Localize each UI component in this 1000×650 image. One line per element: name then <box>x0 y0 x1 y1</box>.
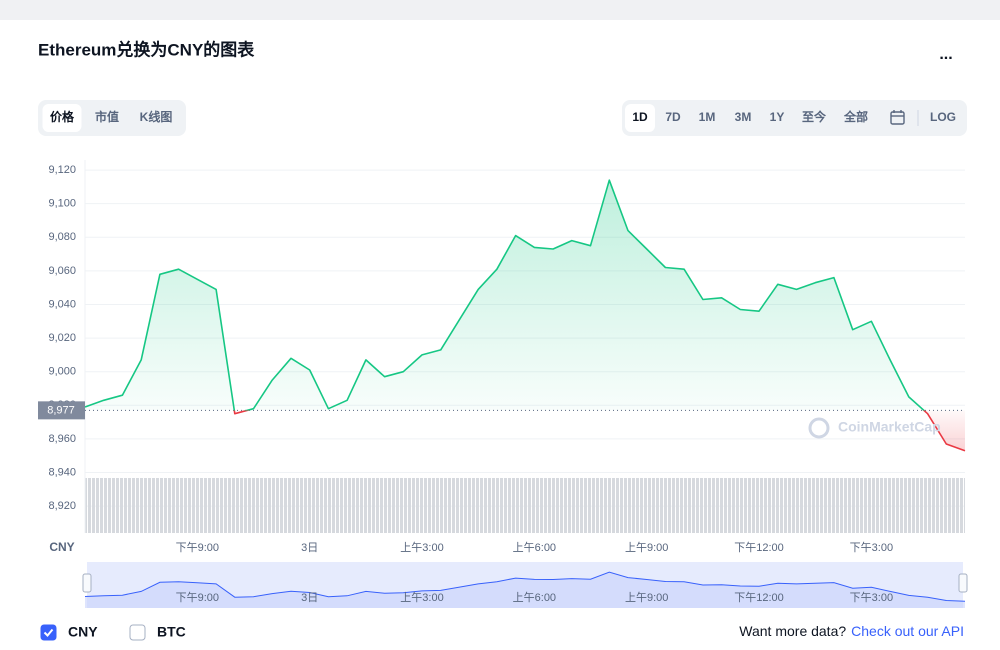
checkbox-label: CNY <box>68 624 98 640</box>
tab[interactable]: 价格 <box>50 109 75 124</box>
price-area <box>85 180 965 451</box>
checkbox-label: BTC <box>157 624 186 640</box>
volume-bars <box>85 478 965 533</box>
navigator-handle[interactable] <box>82 573 92 593</box>
tab-active-bg <box>42 104 82 132</box>
range-button[interactable]: 全部 <box>843 109 868 124</box>
y-tick-label: 9,100 <box>48 198 76 210</box>
checkbox[interactable] <box>129 624 146 641</box>
navigator-label: 3日 <box>301 592 318 604</box>
top-band <box>0 0 1000 20</box>
x-tick-label: 上午3:00 <box>400 541 443 554</box>
x-tick-label: 上午9:00 <box>625 541 668 554</box>
navigator-label: 下午3:00 <box>850 591 893 604</box>
range-button[interactable]: 7D <box>665 110 681 124</box>
range-button[interactable]: 至今 <box>802 109 827 124</box>
navigator-label: 上午3:00 <box>400 591 443 604</box>
x-tick-label: 下午9:00 <box>176 541 219 554</box>
x-tick-label: 下午3:00 <box>850 541 893 554</box>
y-tick-label: 9,020 <box>48 332 76 344</box>
y-axis-label: CNY <box>49 540 74 554</box>
y-tick-label: 8,920 <box>48 500 76 512</box>
checkbox[interactable] <box>40 624 57 641</box>
prompt: Want more data? <box>739 623 846 639</box>
x-tick-label: 上午6:00 <box>513 541 556 554</box>
price-line <box>84 179 966 452</box>
title: Ethereum兑换为CNY的图表 <box>38 39 255 59</box>
navigator-label: 上午6:00 <box>513 591 556 604</box>
baseline-label-bg <box>38 401 85 420</box>
navigator-label: 上午9:00 <box>625 591 668 604</box>
y-tick-label: 9,080 <box>48 231 76 243</box>
navigator-label: 下午9:00 <box>176 591 219 604</box>
check-mark <box>43 628 54 637</box>
y-tick-label: 9,120 <box>48 164 76 176</box>
y-tick-label: 8,940 <box>48 466 76 478</box>
watermark: CoinMarketCap <box>838 419 941 435</box>
x-tick-label: 下午12:00 <box>734 541 784 554</box>
y-tick-label: 9,000 <box>48 366 76 378</box>
y-tick-label: 9,060 <box>48 265 76 277</box>
range-button[interactable]: 1M <box>699 110 716 124</box>
baseline-label: 8,977 <box>47 404 75 416</box>
navigator-line <box>84 571 966 602</box>
range-button[interactable]: 1Y <box>770 110 785 124</box>
navigator-label: 下午12:00 <box>734 591 784 604</box>
calendar-icon[interactable] <box>890 110 905 125</box>
menu[interactable]: ... <box>939 46 952 63</box>
tab[interactable]: 市值 <box>95 109 119 124</box>
footer-text: Want more data? Check out our API <box>739 623 964 639</box>
tab[interactable]: K线图 <box>140 109 173 124</box>
range-group <box>622 100 967 136</box>
navigator-area <box>85 572 965 608</box>
y-tick-label: 8,960 <box>48 433 76 445</box>
api-link[interactable]: Check out our API <box>851 623 964 639</box>
watermark-logo <box>808 417 830 439</box>
y-tick-label: 9,040 <box>48 298 76 310</box>
navigator-handle[interactable] <box>958 573 968 593</box>
range-button[interactable]: 1D <box>632 110 648 124</box>
range-button[interactable]: 3M <box>735 110 752 124</box>
log-button[interactable]: LOG <box>930 110 956 124</box>
range-active-bg <box>625 104 655 132</box>
x-tick-label: 3日 <box>301 542 318 554</box>
